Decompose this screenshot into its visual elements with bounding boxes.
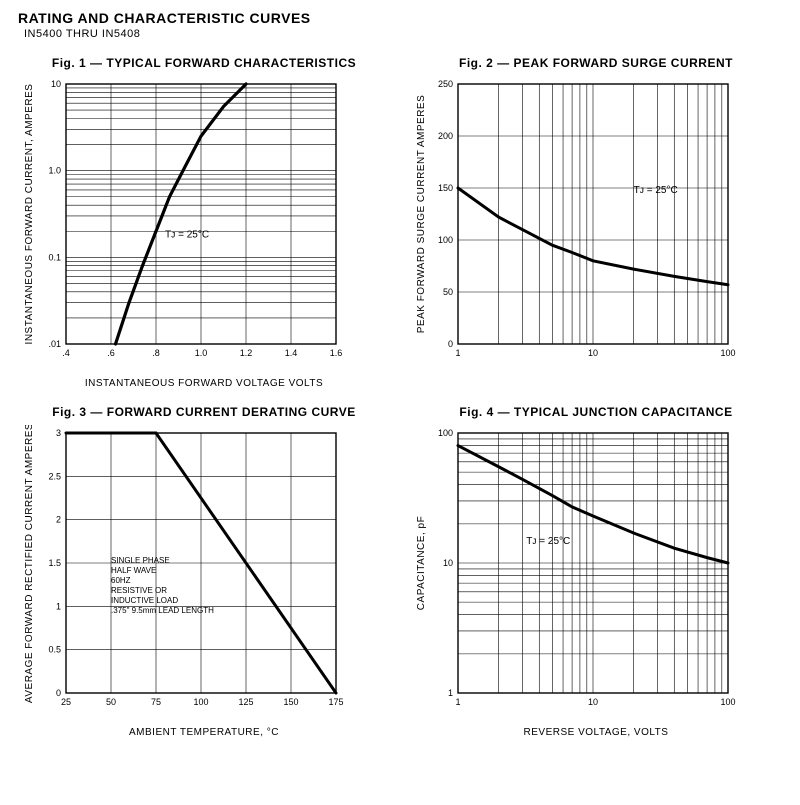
svg-text:50: 50 — [443, 287, 453, 297]
svg-text:1.6: 1.6 — [330, 348, 343, 358]
svg-text:10: 10 — [588, 348, 598, 358]
fig4-svg: 1 10 100 1 10 100 CAPACITANCE, pF Tᴊ = 25°C — [410, 425, 738, 721]
svg-text:1.5: 1.5 — [48, 558, 61, 568]
svg-text:100: 100 — [193, 697, 208, 707]
svg-text:.01: .01 — [48, 339, 61, 349]
svg-text:100: 100 — [438, 428, 453, 438]
svg-text:100: 100 — [720, 348, 735, 358]
svg-text:1.0: 1.0 — [195, 348, 208, 358]
svg-text:0.1: 0.1 — [48, 252, 61, 262]
svg-text:2: 2 — [56, 515, 61, 525]
fig3-note: RESISTIVE OR — [111, 586, 167, 595]
svg-text:10: 10 — [443, 558, 453, 568]
fig4-ylabel: CAPACITANCE, pF — [416, 516, 427, 610]
svg-text:1.4: 1.4 — [285, 348, 298, 358]
fig1-xlabel: INSTANTANEOUS FORWARD VOLTAGE VOLTS — [18, 378, 390, 389]
fig2-svg: 1 10 100 0 50 100 150 200 250 PEAK FORWARD SURGE … — [410, 76, 738, 372]
svg-text:10: 10 — [588, 697, 598, 707]
page-title: RATING AND CHARACTERISTIC CURVES — [18, 10, 782, 26]
svg-text:75: 75 — [151, 697, 161, 707]
figure-2: Fig. 2 — PEAK FORWARD SURGE CURRENT 1101… — [410, 50, 782, 389]
fig3-note: HALF WAVE — [111, 566, 156, 575]
svg-text:100: 100 — [438, 235, 453, 245]
svg-text:3: 3 — [56, 428, 61, 438]
fig2-ylabel: PEAK FORWARD SURGE CURRENT AMPERES — [416, 95, 427, 334]
fig3-note: SINGLE PHASE — [111, 556, 170, 565]
figure-3: Fig. 3 — FORWARD CURRENT DERATING CURVE … — [18, 399, 390, 738]
svg-text:175: 175 — [328, 697, 343, 707]
svg-text:1: 1 — [448, 688, 453, 698]
page-subtitle: IN5400 THRU IN5408 — [24, 28, 782, 40]
fig3-note: INDUCTIVE LOAD — [111, 596, 178, 605]
svg-text:125: 125 — [238, 697, 253, 707]
fig2-title: Fig. 2 — PEAK FORWARD SURGE CURRENT — [410, 56, 782, 70]
svg-text:1.2: 1.2 — [240, 348, 253, 358]
fig3-note: 60HZ — [111, 576, 131, 585]
svg-text:0: 0 — [448, 339, 453, 349]
svg-text:1.0: 1.0 — [48, 166, 61, 176]
fig4-xlabel: REVERSE VOLTAGE, VOLTS — [410, 727, 782, 738]
fig1-annotation: Tᴊ = 25°C — [165, 229, 209, 240]
fig3-xlabel: AMBIENT TEMPERATURE, °C — [18, 727, 390, 738]
svg-text:25: 25 — [61, 697, 71, 707]
svg-text:150: 150 — [438, 183, 453, 193]
fig1-title: Fig. 1 — TYPICAL FORWARD CHARACTERISTICS — [18, 56, 390, 70]
svg-text:2.5: 2.5 — [48, 471, 61, 481]
svg-text:0.5: 0.5 — [48, 645, 61, 655]
figure-1: Fig. 1 — TYPICAL FORWARD CHARACTERISTICS… — [18, 50, 390, 389]
svg-text:50: 50 — [106, 697, 116, 707]
fig4-annotation: Tᴊ = 25°C — [526, 536, 570, 547]
fig1-ylabel: INSTANTANEOUS FORWARD CURRENT, AMPERES — [24, 84, 35, 345]
svg-text:250: 250 — [438, 79, 453, 89]
svg-text:10: 10 — [51, 79, 61, 89]
svg-text:.4: .4 — [62, 348, 70, 358]
fig3-note: .375" 9.5mm LEAD LENGTH — [111, 606, 214, 615]
svg-text:150: 150 — [283, 697, 298, 707]
svg-text:100: 100 — [720, 697, 735, 707]
fig3-title: Fig. 3 — FORWARD CURRENT DERATING CURVE — [18, 405, 390, 419]
svg-text:200: 200 — [438, 131, 453, 141]
svg-text:0: 0 — [56, 688, 61, 698]
figure-4: Fig. 4 — TYPICAL JUNCTION CAPACITANCE 11… — [410, 399, 782, 738]
fig3-ylabel: AVERAGE FORWARD RECTIFIED CURRENT AMPERE… — [24, 425, 35, 703]
fig1-curve — [116, 84, 247, 344]
svg-text:1: 1 — [455, 348, 460, 358]
svg-text:1: 1 — [56, 601, 61, 611]
fig4-title: Fig. 4 — TYPICAL JUNCTION CAPACITANCE — [410, 405, 782, 419]
fig1-svg: .4 .6 .8 1.0 1.2 1.4 1.6 .01 0.1 1.0 10 INSTANTANEO… — [18, 76, 346, 372]
svg-text:.6: .6 — [107, 348, 115, 358]
svg-text:.8: .8 — [152, 348, 160, 358]
fig3-svg: 25 50 75 100 125 150 175 0 0.5 1 1.5 2 2.5 3 AVERAGE F… — [18, 425, 346, 721]
svg-text:1: 1 — [455, 697, 460, 707]
fig2-annotation: Tᴊ = 25°C — [634, 185, 678, 196]
